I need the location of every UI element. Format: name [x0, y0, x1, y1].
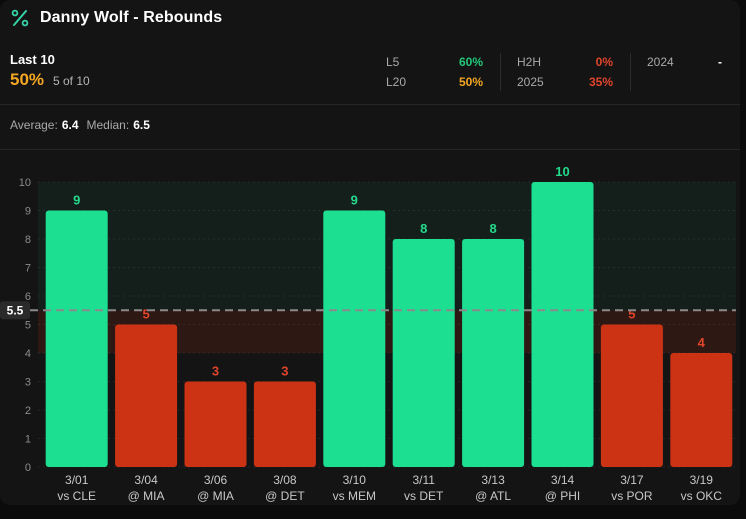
percent-icon: [11, 9, 29, 27]
stat-label-2025: 2025: [517, 75, 544, 89]
x-tick-opponent: @ DET: [265, 489, 305, 503]
last10-count: 5 of 10: [53, 74, 90, 88]
y-tick-label: 5: [25, 320, 31, 332]
threshold-badge: [0, 301, 30, 320]
stats-divider: [630, 53, 631, 91]
bar-value-label: 3: [212, 364, 219, 379]
stats-divider: [500, 53, 501, 91]
bar: [392, 239, 455, 467]
bar: [531, 182, 594, 467]
bar-value-label: 8: [489, 221, 496, 236]
x-tick-opponent: @ ATL: [475, 489, 511, 503]
bar-value-label: 5: [628, 307, 635, 322]
y-tick-label: 10: [19, 177, 31, 189]
x-tick-date: 3/10: [343, 473, 367, 487]
stat-value-h2h: 0%: [595, 55, 613, 69]
rebounds-bar-chart: 0 1 2 3 4 5 6 7 8 9 10 9 3/01 vs CLE 5 3/04 @ MIA 3 3/06 @ …: [0, 164, 736, 503]
x-tick-opponent: vs DET: [404, 489, 444, 503]
y-tick-label: 1: [25, 434, 31, 446]
x-tick-opponent: @ PHI: [545, 489, 581, 503]
x-tick-opponent: vs MEM: [333, 489, 376, 503]
threshold-label: 5.5: [7, 303, 24, 317]
x-tick-opponent: vs POR: [611, 489, 653, 503]
y-tick-label: 8: [25, 234, 31, 246]
x-tick-date: 3/01: [65, 473, 89, 487]
stat-label-2024: 2024: [647, 55, 674, 69]
x-tick-opponent: @ MIA: [128, 489, 165, 503]
average-median-row: Average: 6.4 Median: 6.5: [10, 118, 158, 132]
rebounds-card: Danny Wolf - Rebounds Last 10 50% 5 of 1…: [0, 8, 740, 503]
over-zone: [38, 182, 736, 311]
y-tick-label: 6: [25, 291, 31, 303]
x-tick-date: 3/19: [690, 473, 714, 487]
bar: [462, 239, 525, 467]
bar-value-label: 5: [142, 307, 149, 322]
y-tick-label: 9: [25, 206, 31, 218]
bar-value-label: 9: [73, 193, 80, 208]
stat-value-2025: 35%: [588, 75, 613, 89]
bar: [600, 324, 663, 467]
bar: [115, 324, 178, 467]
stat-value-l5: 60%: [458, 55, 483, 69]
bar-value-label: 3: [281, 364, 288, 379]
stat-label-h2h: H2H: [517, 55, 542, 69]
bar: [184, 381, 247, 467]
x-tick-opponent: vs CLE: [57, 489, 96, 503]
last10-percentage: 50%: [10, 70, 45, 89]
x-tick-date: 3/14: [551, 473, 575, 487]
median-value: 6.5: [133, 118, 150, 132]
stat-value-2024: -: [718, 55, 722, 69]
bar: [45, 210, 108, 467]
bar-value-label: 8: [420, 221, 427, 236]
divider: [0, 104, 740, 105]
y-tick-label: 4: [25, 348, 31, 360]
average-value: 6.4: [61, 118, 79, 132]
x-tick-date: 3/08: [273, 473, 297, 487]
x-tick-date: 3/17: [620, 473, 644, 487]
bar-value-label: 9: [351, 193, 358, 208]
x-tick-date: 3/04: [134, 473, 158, 487]
stat-label-l5: L5: [386, 55, 400, 69]
stat-label-l20: L20: [386, 75, 407, 89]
bar: [323, 210, 386, 467]
x-tick-date: 3/11: [412, 473, 435, 487]
median-label: Median:: [86, 118, 130, 132]
page-title: Danny Wolf - Rebounds: [40, 9, 223, 26]
bar: [670, 353, 733, 467]
y-tick-label: 2: [25, 405, 31, 417]
x-tick-opponent: vs OKC: [681, 489, 723, 503]
bar-value-label: 4: [698, 335, 706, 350]
x-tick-date: 3/13: [481, 473, 505, 487]
bar-value-label: 10: [555, 164, 569, 179]
divider: [0, 149, 740, 150]
stat-value-l20: 50%: [458, 75, 483, 89]
y-tick-label: 7: [25, 263, 31, 275]
y-tick-label: 3: [25, 377, 31, 389]
header: Danny Wolf - Rebounds: [10, 8, 222, 28]
last10-label: Last 10: [10, 52, 55, 67]
x-tick-opponent: @ MIA: [197, 489, 234, 503]
x-tick-date: 3/06: [204, 473, 228, 487]
y-tick-label: 0: [25, 462, 31, 474]
average-label: Average:: [10, 118, 58, 132]
bar: [253, 381, 316, 467]
